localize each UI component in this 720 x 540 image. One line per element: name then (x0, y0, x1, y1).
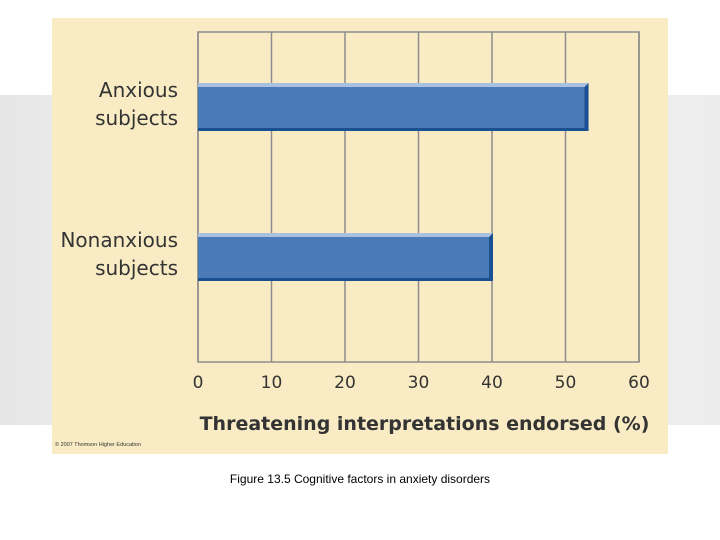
bar-side (489, 233, 493, 281)
x-tick-label: 30 (408, 373, 430, 393)
x-tick-label: 10 (261, 373, 283, 393)
bar-side (584, 83, 589, 131)
category-label: Nonanxious (60, 228, 178, 252)
bar (198, 237, 492, 281)
x-tick-label: 40 (481, 373, 503, 393)
figure-caption: Figure 13.5 Cognitive factors in anxiety… (229, 472, 491, 486)
bar-bottom-shade (198, 128, 588, 131)
category-label: subjects (95, 106, 178, 130)
bar-chart: 0 10 20 30 40 50 60 Anxious subjects Nonanxious su… (60, 31, 650, 435)
category-label: Anxious (99, 78, 178, 102)
x-tick-label: 60 (628, 373, 650, 393)
bar-top-bevel (198, 233, 493, 237)
x-tick-label: 20 (334, 373, 356, 393)
bar (198, 87, 588, 131)
figure-panel: 0 10 20 30 40 50 60 Anxious subjects Nonanxious su… (52, 18, 668, 454)
bar-top-bevel (198, 83, 589, 87)
x-tick-label: 0 (193, 373, 204, 393)
x-axis-label: Threatening interpretations endorsed (%) (200, 413, 650, 435)
category-label: subjects (95, 256, 178, 280)
copyright-notice: © 2007 Thomson Higher Education (55, 442, 141, 448)
x-tick-label: 50 (555, 373, 577, 393)
bar-bottom-shade (198, 278, 492, 281)
